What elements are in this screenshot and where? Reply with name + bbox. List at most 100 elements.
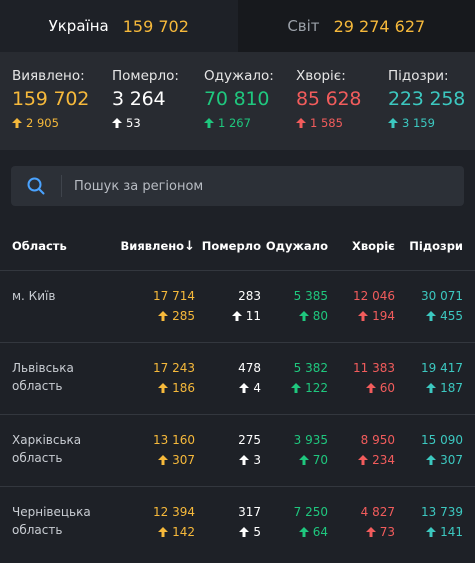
col-sick[interactable]: Хворіє: [351, 239, 395, 253]
stat-delta-value: 1 585: [310, 116, 343, 130]
cell-died: 283 11: [195, 271, 261, 343]
cell-delta: 5: [195, 525, 261, 539]
arrow-up-icon: [298, 455, 309, 465]
col-recovered[interactable]: Одужало: [265, 239, 328, 253]
cell-delta: 73: [328, 525, 395, 539]
cell-delta-value: 3: [253, 453, 261, 467]
cell-delta: 285: [107, 309, 195, 323]
cell-value: 19 417: [421, 361, 463, 375]
cell-sick: 4 827 73: [328, 487, 395, 559]
cell-delta-value: 64: [312, 525, 328, 539]
cell-delta: 194: [328, 309, 395, 323]
arrow-up-icon: [204, 118, 214, 128]
cell-delta-value: 60: [379, 381, 395, 395]
cell-value: 8 950: [360, 433, 395, 447]
cell-delta-value: 122: [305, 381, 328, 395]
cell-value: 15 090: [421, 433, 463, 447]
cell-value: 5 385: [293, 289, 328, 303]
search-section: [0, 150, 475, 222]
tab-world-value: 29 274 627: [333, 16, 426, 36]
cell-detected: 17 714 285: [107, 271, 195, 343]
tab-ukraine[interactable]: Україна 159 702: [0, 0, 238, 52]
col-died[interactable]: Померло: [201, 239, 261, 253]
arrow-up-icon: [365, 527, 376, 537]
cell-recovered: 3 935 70: [261, 415, 328, 487]
arrow-up-icon: [365, 383, 376, 393]
table-row[interactable]: м. Київ 17 714 285 283 11 5 385 80 12 04…: [0, 270, 475, 343]
cell-value: 478: [238, 361, 261, 375]
cell-delta: 3: [195, 453, 261, 467]
cell-value: 317: [238, 505, 261, 519]
cell-value: 283: [238, 289, 261, 303]
cell-detected: 12 394 142: [107, 487, 195, 559]
arrow-up-icon: [158, 455, 169, 465]
cell-delta-value: 307: [440, 453, 463, 467]
col-detected-label: Виявлено: [120, 238, 185, 253]
cell-delta: 70: [261, 453, 328, 467]
cell-detected: 17 243 186: [107, 343, 195, 415]
tab-world-label: Світ: [287, 17, 320, 35]
arrow-up-icon: [298, 527, 309, 537]
cell-died: 317 5: [195, 487, 261, 559]
stat-suspected: Підозри: 223 258 3 159: [388, 52, 475, 150]
cell-delta-value: 455: [440, 309, 463, 323]
search-input[interactable]: [62, 177, 464, 195]
col-region[interactable]: Область: [12, 239, 67, 253]
stat-value: 70 810: [204, 88, 270, 110]
cell-susp: 13 739 141: [395, 487, 475, 559]
cell-susp: 30 071 455: [395, 271, 475, 343]
cell-susp: 15 090 307: [395, 415, 475, 487]
cell-sick: 8 950 234: [328, 415, 395, 487]
cell-value: 12 394: [153, 505, 195, 519]
cell-sick: 12 046 194: [328, 271, 395, 343]
stat-delta: 3 159: [388, 116, 475, 130]
stat-delta: 1 585: [296, 116, 388, 130]
cell-delta: 307: [395, 453, 463, 467]
table-row[interactable]: Львівська область 17 243 186 478 4 5 382…: [0, 342, 475, 415]
stat-value: 223 258: [388, 88, 466, 110]
arrow-up-icon: [231, 311, 242, 321]
stat-label: Підозри:: [388, 68, 449, 84]
cell-delta-value: 307: [172, 453, 195, 467]
col-suspected[interactable]: Підозри: [409, 239, 463, 253]
stat-label: Одужало:: [204, 68, 274, 84]
arrow-up-icon: [239, 455, 250, 465]
stat-sick: Хворіє: 85 628 1 585: [296, 52, 388, 150]
cell-delta-value: 4: [253, 381, 261, 395]
cell-died: 275 3: [195, 415, 261, 487]
cell-delta: 141: [395, 525, 463, 539]
stat-value: 85 628: [296, 88, 362, 110]
cell-delta-value: 80: [312, 309, 328, 323]
table-header: Область Виявлено↓ Померло Одужало Хворіє…: [0, 222, 475, 271]
cell-value: 3 935: [293, 433, 328, 447]
cell-delta: 80: [261, 309, 328, 323]
stat-delta-value: 2 905: [26, 116, 59, 130]
table-row[interactable]: Чернівецька область 12 394 142 317 5 7 2…: [0, 486, 475, 559]
stat-label: Хворіє:: [296, 68, 346, 84]
search-icon[interactable]: [11, 175, 62, 197]
stat-delta: 1 267: [204, 116, 296, 130]
cell-value: 7 250: [293, 505, 328, 519]
cell-delta: 234: [328, 453, 395, 467]
regions-table: Область Виявлено↓ Померло Одужало Хворіє…: [0, 222, 475, 559]
cell-delta: 60: [328, 381, 395, 395]
cell-delta: 186: [107, 381, 195, 395]
cell-delta-value: 186: [172, 381, 195, 395]
cell-sick: 11 383 60: [328, 343, 395, 415]
region-tabs: Україна 159 702 Світ 29 274 627: [0, 0, 475, 52]
cell-delta: 4: [195, 381, 261, 395]
stat-delta-value: 3 159: [402, 116, 435, 130]
tab-ukraine-value: 159 702: [122, 16, 189, 36]
table-row[interactable]: Харківська область 13 160 307 275 3 3 93…: [0, 414, 475, 487]
cell-value: 11 383: [353, 361, 395, 375]
stat-delta-value: 1 267: [218, 116, 251, 130]
arrow-up-icon: [358, 455, 369, 465]
stat-detected: Виявлено: 159 702 2 905: [12, 52, 112, 150]
cell-value: 13 160: [153, 433, 195, 447]
stat-delta: 53: [112, 116, 204, 130]
arrow-up-icon: [158, 527, 169, 537]
col-detected[interactable]: Виявлено↓: [107, 222, 195, 271]
arrow-up-icon: [426, 527, 437, 537]
tab-world[interactable]: Світ 29 274 627: [237, 0, 475, 52]
cell-detected: 13 160 307: [107, 415, 195, 487]
